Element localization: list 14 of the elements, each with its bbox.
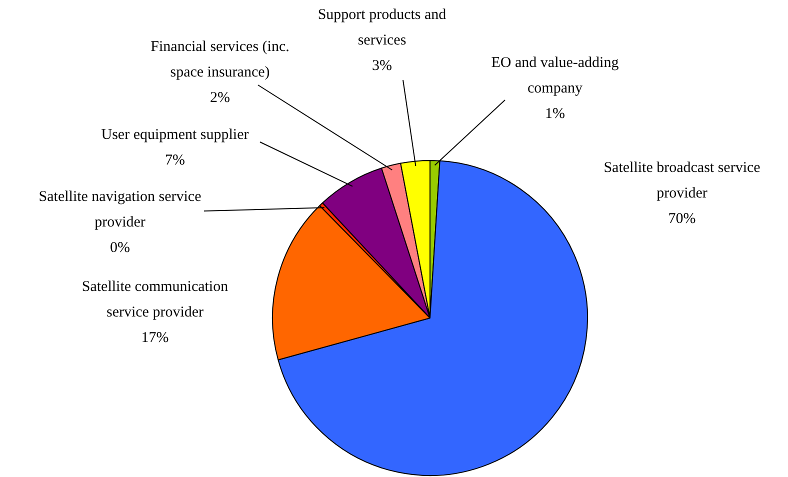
- data-label: 70%: [668, 210, 696, 227]
- data-label: 3%: [372, 58, 392, 74]
- slice-label: Satellite navigation service provider: [38, 188, 202, 230]
- data-label: 1%: [545, 106, 565, 122]
- data-label: 17%: [141, 330, 169, 346]
- slice-label: Support products and services: [318, 6, 447, 48]
- data-label: 2%: [210, 90, 230, 106]
- slice-label: EO and value-adding company: [491, 54, 620, 96]
- data-label: 7%: [165, 152, 185, 168]
- slice-label: Satellite communication service provider: [82, 278, 229, 320]
- data-label: 0%: [110, 240, 130, 256]
- slice-label: Satellite broadcast service provider: [604, 160, 761, 202]
- slice-label: Financial services (inc. space insurance): [150, 38, 290, 80]
- slice-label: User equipment supplier: [101, 126, 249, 143]
